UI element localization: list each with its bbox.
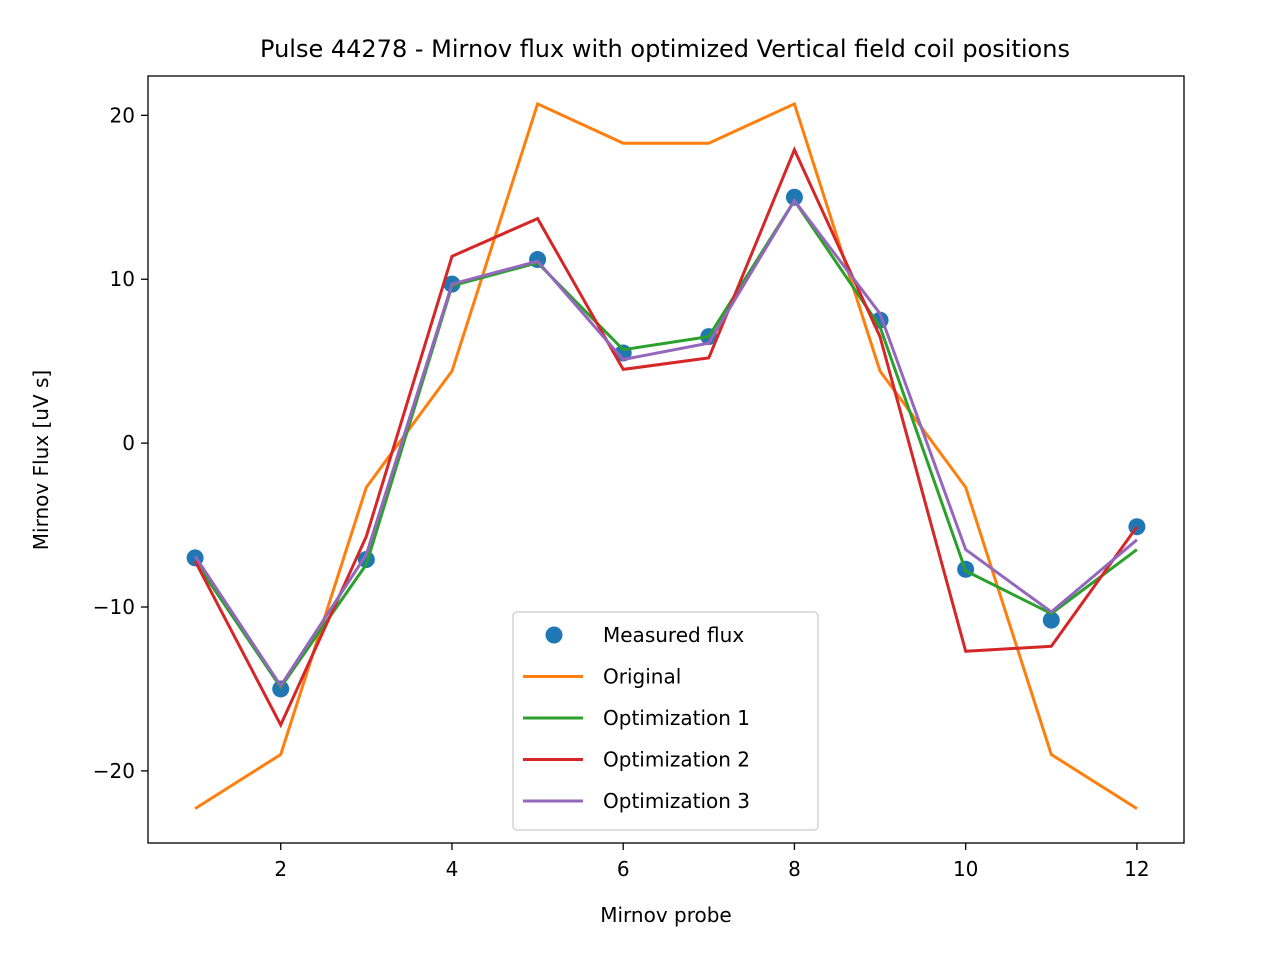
y-tick-label: −10 <box>93 595 135 619</box>
legend-label-original: Original <box>603 665 681 689</box>
y-tick-label: −20 <box>93 759 135 783</box>
y-tick-label: 0 <box>122 431 135 455</box>
data-point-measured-flux <box>1042 611 1060 629</box>
x-tick-label: 8 <box>788 857 801 881</box>
y-tick-label: 10 <box>110 267 135 291</box>
x-tick-label: 6 <box>617 857 630 881</box>
legend-marker-measured-flux <box>545 626 563 644</box>
x-tick-label: 10 <box>953 857 978 881</box>
legend-label-measured-flux: Measured flux <box>603 623 744 647</box>
legend-label-optimization-1: Optimization 1 <box>603 706 750 730</box>
legend-box <box>512 611 819 831</box>
series-line-optimization-1 <box>193 197 1138 690</box>
series-line-optimization-2 <box>193 146 1139 729</box>
y-axis-title: Mirnov Flux [uV s] <box>29 370 53 550</box>
legend-label-optimization-2: Optimization 2 <box>603 748 750 772</box>
series-line-original <box>194 101 1138 810</box>
series-line-optimization-3 <box>193 197 1138 689</box>
x-tick-label: 4 <box>446 857 459 881</box>
x-tick-label: 12 <box>1124 857 1149 881</box>
x-axis-title: Mirnov probe <box>600 903 732 927</box>
x-tick-label: 2 <box>274 857 287 881</box>
chart-title: Pulse 44278 - Mirnov flux with optimized… <box>260 35 1070 63</box>
data-point-measured-flux <box>785 188 803 206</box>
y-tick-label: 20 <box>110 103 135 127</box>
series-layer <box>186 101 1146 810</box>
legend: Measured flux Original Optimization 1 Optim… <box>512 611 819 831</box>
plot-frame <box>147 75 1185 844</box>
legend-label-optimization-3: Optimization 3 <box>603 789 750 813</box>
axis-ticks: 2 4 6 8 10 12 −20 −10 0 10 20 <box>93 103 1150 881</box>
